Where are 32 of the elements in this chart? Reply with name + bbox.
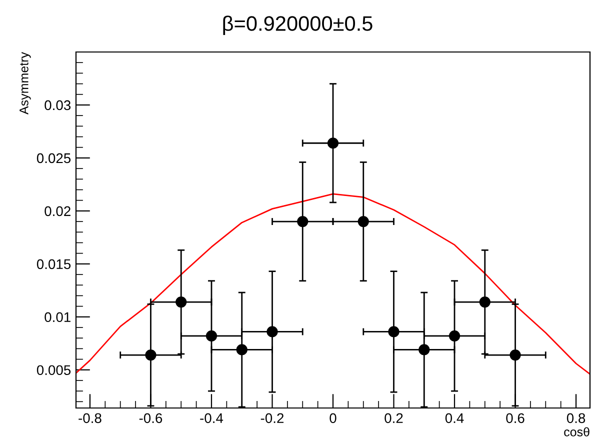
y-tick-label: 0.03 xyxy=(44,100,71,110)
x-tick-label: 0.8 xyxy=(566,413,586,424)
point xyxy=(479,296,490,308)
x-tick-label: 0 xyxy=(330,413,336,424)
y-tick-label: 0.005 xyxy=(36,365,71,376)
point xyxy=(176,296,187,308)
x-tick-label: -0.4 xyxy=(200,413,224,424)
y-tick-label: 0.015 xyxy=(36,259,71,270)
point xyxy=(418,344,430,356)
point xyxy=(206,330,218,342)
x-tick-label: -0.6 xyxy=(139,413,162,424)
y-tick-label: 0.01 xyxy=(44,312,70,322)
point xyxy=(358,216,369,228)
x-tick-label: 0.4 xyxy=(445,413,464,424)
x-tick-label: -0.8 xyxy=(78,413,102,424)
point xyxy=(145,349,156,361)
point xyxy=(327,138,339,149)
point xyxy=(510,349,521,361)
x-tick-label: 0.6 xyxy=(506,413,524,424)
point xyxy=(297,216,308,228)
point xyxy=(388,326,400,338)
x-tick-label: 0.2 xyxy=(384,413,403,424)
x-axis-title: cosθ xyxy=(564,427,590,436)
y-axis-title: Asymmetry xyxy=(20,52,31,114)
y-tick-label: 0.02 xyxy=(44,206,70,216)
chart-title: β=0.920000±0.5 xyxy=(223,16,372,36)
y-tick-label: 0.025 xyxy=(36,153,71,164)
line-series xyxy=(76,193,590,375)
point xyxy=(236,344,248,356)
x-tick-label: -0.2 xyxy=(260,413,284,424)
point xyxy=(448,330,460,342)
point xyxy=(266,326,278,338)
